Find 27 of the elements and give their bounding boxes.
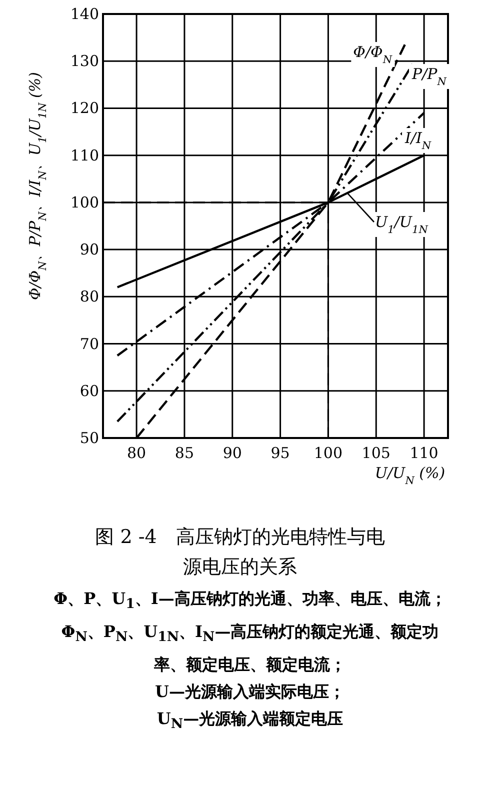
x-tick-label: 100 <box>314 444 343 462</box>
series-label: P/P$_{N}$ <box>411 65 448 88</box>
x-tick-label: 85 <box>174 444 194 462</box>
text: 图 2 -4 高压钠灯的光电特性与电源电压的关系 <box>94 525 386 580</box>
x-tick-label: 90 <box>222 444 242 462</box>
y-tick-label: 140 <box>70 5 99 23</box>
x-tick-label: 95 <box>270 444 290 462</box>
text: Φ$_{N}$、P$_{N}$、U$_{1N}$、I$_{N}$—高压钠灯的额定光通、额定功率、额定电压、额定电流； <box>61 622 439 674</box>
y-tick-label: 120 <box>70 99 99 118</box>
x-tick-label: 110 <box>410 444 438 462</box>
y-tick-label: 70 <box>80 334 99 353</box>
y-tick-label: 100 <box>70 193 99 212</box>
y-tick-label: 130 <box>70 52 99 70</box>
x-tick-label: 105 <box>362 444 390 462</box>
y-tick-label: 60 <box>80 382 99 400</box>
y-tick-label: 50 <box>80 429 99 447</box>
text: U$_{1}$/U$_{1N}$ <box>375 213 429 236</box>
y-tick-label: 80 <box>80 288 99 306</box>
text: Φ、P、U$_{1}$、I—高压钠灯的光通、功率、电压、电流； <box>52 588 448 614</box>
y-tick-label: 90 <box>80 240 99 259</box>
series-label: Φ/Φ$_{N}$ <box>353 43 393 66</box>
text: U$_{N}$—光源输入端额定电压 <box>156 708 344 735</box>
x-axis-title: U/U$_{N}$ (%) <box>374 464 446 487</box>
text: U—光源输入端实际电压； <box>154 681 346 704</box>
series-label: I/I$_{N}$ <box>404 129 432 152</box>
x-tick-label: 80 <box>126 444 146 462</box>
y-tick-label: 110 <box>70 146 99 164</box>
